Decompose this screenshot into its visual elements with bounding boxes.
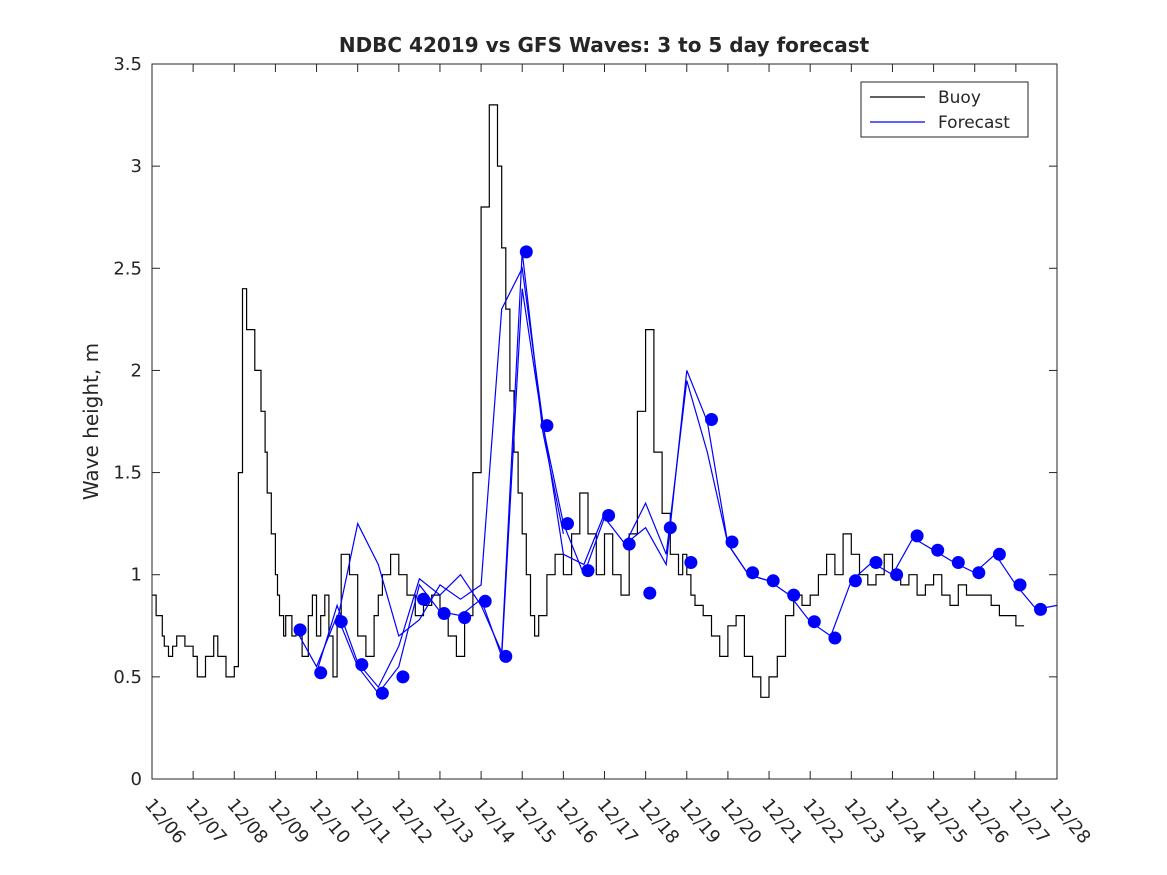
forecast-run-1 [295,583,503,695]
forecast-marker [334,615,348,629]
forecast-marker [766,574,780,588]
y-tick-label: 3 [131,156,142,177]
forecast-marker [417,592,430,606]
y-tick-label: 1.5 [113,463,142,484]
forecast-marker [1034,602,1047,616]
y-tick-label: 0.5 [113,667,142,688]
forecast-marker [602,509,616,522]
x-tick-label: 12/26 [963,795,1012,848]
forecast-marker [1013,578,1027,592]
forecast-marker [746,566,760,580]
forecast-marker [869,556,883,569]
forecast-marker [540,419,554,433]
forecast-marker [581,564,595,578]
x-tick-label: 12/07 [181,795,230,848]
forecast-marker [684,556,698,569]
x-tick-label: 12/08 [222,795,271,848]
forecast-marker [375,686,389,700]
x-tick-label: 12/15 [510,795,559,848]
forecast-markers [293,245,1047,700]
x-tick-label: 12/24 [881,795,930,848]
forecast-marker [931,543,945,557]
y-tick-label: 0 [131,769,142,790]
forecast-marker [478,594,492,608]
x-tick-label: 12/16 [552,795,601,848]
buoy-series [152,104,1025,698]
x-tick-label: 12/09 [264,795,313,848]
forecast-run-5 [624,380,1058,637]
legend: Buoy Forecast [860,81,1029,138]
forecast-marker [787,588,801,602]
forecast-marker [458,611,472,625]
x-tick-label: 12/06 [140,795,189,848]
x-tick-label: 12/18 [634,795,683,848]
buoy-line [152,104,1025,698]
forecast-marker [705,413,718,426]
forecast-marker [725,535,739,549]
forecast-marker [992,547,1006,561]
forecast-marker [972,566,986,580]
x-tick-label: 12/28 [1045,795,1094,848]
forecast-marker [622,537,636,551]
forecast-marker [314,666,328,680]
y-tick-label: 2.5 [113,258,142,279]
forecast-marker [355,658,369,672]
legend-buoy-label: Buoy [938,88,981,108]
y-tick-label: 3.5 [113,54,142,75]
forecast-run-3 [336,266,606,638]
x-tick-label: 12/27 [1004,795,1053,848]
forecast-marker [499,649,513,663]
plot-area [152,64,1057,779]
x-tick-label: 12/13 [428,795,477,848]
y-axis: 0 0.5 1 1.5 2 2.5 3 3.5 [113,54,1057,790]
x-tick-label: 12/19 [675,795,724,848]
forecast-marker [643,586,657,600]
x-tick-label: 12/11 [346,795,395,848]
y-tick-label: 1 [131,565,142,586]
forecast-marker [396,670,410,684]
x-tick-label: 12/21 [757,795,806,848]
x-tick-label: 12/25 [922,795,971,848]
x-tick-label: 12/12 [387,795,436,848]
forecast-marker [910,529,924,543]
forecast-run-4 [501,288,770,657]
x-tick-label: 12/14 [469,795,518,848]
forecast-marker [890,568,904,582]
forecast-marker [561,517,574,531]
x-tick-label: 12/17 [593,795,642,848]
forecast-marker [293,623,307,637]
x-tick-label: 12/20 [716,795,765,848]
forecast-marker [848,574,862,588]
y-tick-label: 2 [131,360,142,381]
legend-forecast-label: Forecast [938,113,1010,133]
x-tick-label: 12/23 [839,795,888,848]
forecast-marker [437,607,451,620]
legend-box [860,81,1029,138]
x-tick-label: 12/10 [305,795,354,848]
forecast-marker [807,615,821,629]
forecast-marker [663,521,677,535]
forecast-marker [519,245,533,259]
x-tick-label: 12/22 [798,795,847,848]
forecast-marker [828,631,842,645]
forecast-marker [951,556,965,569]
y-axis-label: Wave height, m [79,343,103,500]
chart-title: NDBC 42019 vs GFS Waves: 3 to 5 day fore… [339,33,870,57]
